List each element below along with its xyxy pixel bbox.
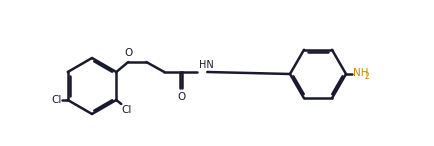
Text: Cl: Cl [51, 95, 61, 105]
Text: O: O [177, 92, 185, 102]
Text: O: O [124, 48, 132, 58]
Text: NH: NH [352, 68, 368, 78]
Text: HN: HN [199, 60, 214, 70]
Text: Cl: Cl [122, 105, 132, 114]
Text: 2: 2 [364, 72, 368, 81]
